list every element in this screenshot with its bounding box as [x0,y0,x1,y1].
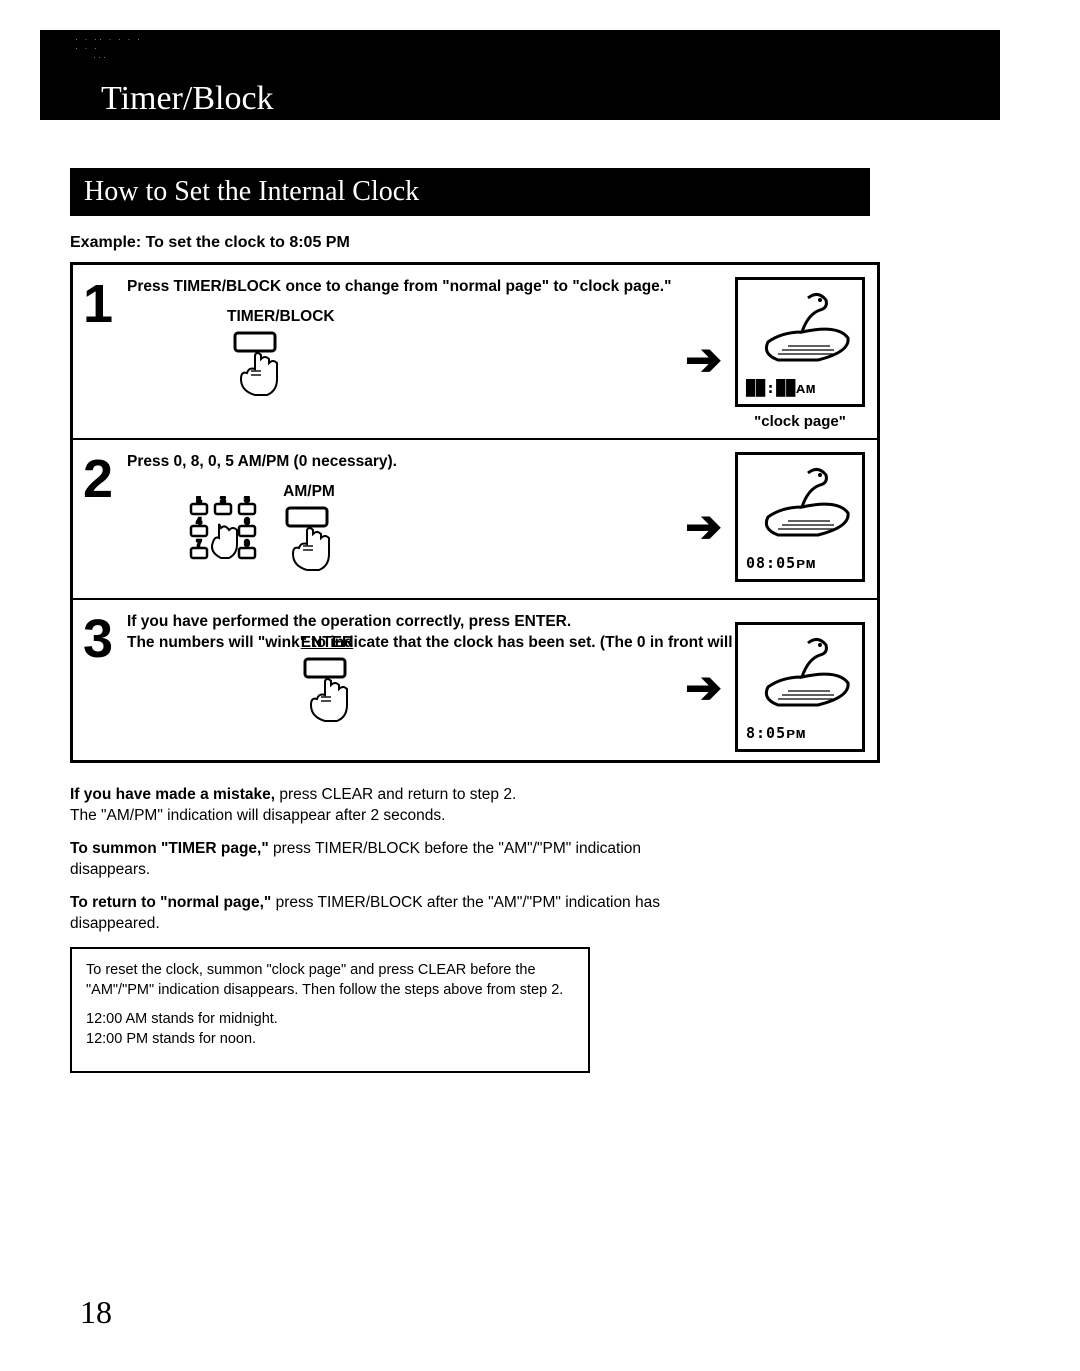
button-group: AM/PM [279,482,339,580]
step-number: 2 [83,452,127,580]
example-line: Example: To set the clock to 8:05 PM [70,234,1010,252]
svg-text:7: 7 [197,539,202,548]
note-bold: To return to "normal page," [70,894,271,911]
reset-info-box: To reset the clock, summon "clock page" … [70,947,590,1073]
swan-display: 08:05ᴘᴍ [735,452,865,582]
header-black-bar: · · ·· · · · ·· · · ··· Timer/Block [40,30,1000,120]
step-number: 1 [83,277,127,420]
swan-display: ██:██ᴀᴍ [735,277,865,407]
step-number: 3 [83,612,127,742]
button-group: TIMER/BLOCK [227,307,335,405]
result-box: ██:██ᴀᴍ "clock page" [735,277,865,430]
arrow-icon: ➔ [685,335,722,386]
arrow-icon: ➔ [685,663,722,714]
note-bold: To summon "TIMER page," [70,840,269,857]
svg-text:1: 1 [197,496,202,504]
svg-text:6: 6 [245,517,250,526]
keypad-icon: 1 2 3 4 6 7 9 [187,496,267,566]
swan-display: 8:05ᴘᴍ [735,622,865,752]
press-button-icon [297,655,357,725]
svg-text:2: 2 [221,496,226,504]
svg-text:9: 9 [245,539,250,548]
arrow-icon: ➔ [685,502,722,553]
step-row: 2 Press 0, 8, 0, 5 AM/PM (0 necessary). … [73,440,877,600]
note-bold: If you have made a mistake, [70,786,275,803]
section-tab: Timer/Block [95,76,280,120]
steps-container: 1 Press TIMER/BLOCK once to change from … [70,262,880,763]
button-group: ENTER [297,633,357,731]
press-button-icon [279,504,339,574]
result-box: 08:05ᴘᴍ [735,452,865,582]
svg-text:3: 3 [245,496,250,504]
notes-block: If you have made a mistake, press CLEAR … [70,785,670,935]
step-row: 3 If you have performed the operation co… [73,600,877,760]
section-heading: How to Set the Internal Clock [70,168,870,216]
page-number: 18 [80,1294,112,1331]
swan-icon [738,280,862,380]
scan-noise: · · ·· · · · ·· · · ··· [75,35,142,62]
result-box: 8:05ᴘᴍ [735,622,865,752]
svg-text:4: 4 [197,517,202,526]
swan-icon [738,455,862,555]
press-button-icon [227,329,287,399]
step-row: 1 Press TIMER/BLOCK once to change from … [73,265,877,440]
swan-icon [738,625,862,725]
